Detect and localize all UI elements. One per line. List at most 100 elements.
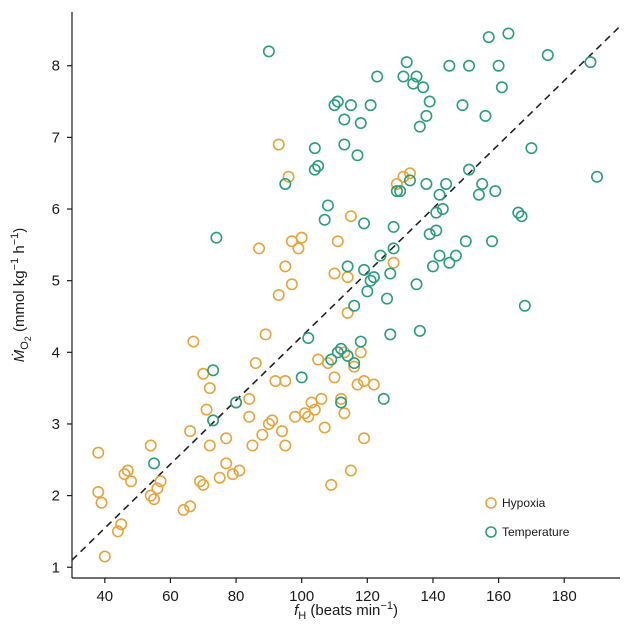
data-point-temperature	[459, 235, 472, 248]
data-point-hypoxia	[295, 231, 308, 244]
legend-marker-temperature	[485, 526, 497, 538]
data-point-hypoxia	[262, 417, 275, 430]
data-point-temperature	[341, 349, 354, 362]
x-axis-title: fH (beats min−1)	[294, 600, 398, 622]
data-point-hypoxia	[184, 500, 197, 513]
data-point-hypoxia	[187, 335, 200, 348]
data-point-temperature	[443, 59, 456, 72]
data-point-temperature	[358, 263, 371, 276]
y-axis-title: ṀO2 (mmol kg−1 h−1)	[9, 228, 33, 363]
data-point-hypoxia	[321, 357, 334, 370]
data-point-temperature	[351, 149, 364, 162]
legend-label-temperature: Temperature	[502, 525, 570, 539]
data-point-hypoxia	[197, 367, 210, 380]
data-point-hypoxia	[243, 392, 256, 405]
data-point-hypoxia	[338, 346, 351, 359]
data-point-temperature	[279, 177, 292, 190]
data-point-hypoxia	[118, 468, 131, 481]
data-point-hypoxia	[203, 382, 216, 395]
data-point-temperature	[354, 335, 367, 348]
data-point-hypoxia	[125, 475, 138, 488]
data-point-temperature	[413, 120, 426, 133]
data-point-hypoxia	[220, 432, 233, 445]
data-point-hypoxia	[354, 346, 367, 359]
data-point-hypoxia	[95, 496, 108, 509]
data-point-temperature	[335, 396, 348, 409]
data-point-hypoxia	[315, 392, 328, 405]
data-point-temperature	[479, 109, 492, 122]
data-point-temperature	[348, 357, 361, 370]
data-point-hypoxia	[121, 464, 134, 477]
y-tick-label: 8	[52, 58, 60, 75]
data-point-hypoxia	[184, 425, 197, 438]
data-point-temperature	[348, 299, 361, 312]
data-point-temperature	[371, 70, 384, 83]
data-point-hypoxia	[256, 428, 269, 441]
data-point-temperature	[518, 299, 531, 312]
data-point-hypoxia	[289, 410, 302, 423]
data-point-temperature	[403, 174, 416, 187]
data-point-temperature	[440, 177, 453, 190]
data-point-hypoxia	[279, 374, 292, 387]
data-point-hypoxia	[358, 432, 371, 445]
data-point-temperature	[456, 99, 469, 112]
data-point-hypoxia	[344, 464, 357, 477]
data-point-hypoxia	[177, 503, 190, 516]
data-point-temperature	[377, 392, 390, 405]
data-point-temperature	[394, 185, 407, 198]
data-point-temperature	[364, 99, 377, 112]
data-point-temperature	[230, 396, 243, 409]
y-ticks: 1 2 3 4 5 6 7 8	[52, 58, 72, 576]
data-point-hypoxia	[253, 242, 266, 255]
data-point-hypoxia	[246, 439, 259, 452]
data-point-hypoxia	[272, 288, 285, 301]
data-point-temperature	[387, 242, 400, 255]
data-point-hypoxia	[308, 403, 321, 416]
data-points	[92, 27, 604, 563]
data-point-hypoxia	[243, 410, 256, 423]
data-point-hypoxia	[233, 464, 246, 477]
data-point-hypoxia	[111, 525, 124, 538]
data-point-hypoxia	[151, 482, 164, 495]
data-point-hypoxia	[344, 210, 357, 223]
data-point-temperature	[430, 206, 443, 219]
data-point-temperature	[354, 117, 367, 130]
data-point-temperature	[331, 95, 344, 108]
data-point-temperature	[390, 185, 403, 198]
data-point-temperature	[400, 56, 413, 69]
data-point-hypoxia	[92, 486, 105, 499]
data-point-hypoxia	[348, 360, 361, 373]
data-point-hypoxia	[328, 267, 341, 280]
data-point-temperature	[338, 113, 351, 126]
data-point-hypoxia	[397, 170, 410, 183]
data-point-hypoxia	[98, 550, 111, 563]
data-point-temperature	[502, 27, 515, 40]
data-point-hypoxia	[203, 439, 216, 452]
data-point-temperature	[328, 99, 341, 112]
data-point-temperature	[512, 206, 525, 219]
data-point-temperature	[443, 256, 456, 269]
data-point-temperature	[302, 331, 315, 344]
y-tick-label: 2	[52, 488, 60, 505]
x-tick-label: 120	[355, 588, 380, 605]
data-point-hypoxia	[193, 475, 206, 488]
legend-label-hypoxia: Hypoxia	[502, 496, 546, 510]
data-point-hypoxia	[269, 374, 282, 387]
data-point-temperature	[397, 70, 410, 83]
data-point-temperature	[361, 285, 374, 298]
data-point-hypoxia	[279, 260, 292, 273]
data-point-hypoxia	[285, 278, 298, 291]
data-point-temperature	[207, 414, 220, 427]
y-tick-label: 6	[52, 201, 60, 218]
data-point-hypoxia	[403, 167, 416, 180]
data-point-temperature	[410, 278, 423, 291]
data-point-hypoxia	[312, 353, 325, 366]
data-point-temperature	[344, 99, 357, 112]
data-point-temperature	[472, 188, 485, 201]
data-point-temperature	[420, 177, 433, 190]
data-point-hypoxia	[328, 371, 341, 384]
data-point-hypoxia	[115, 518, 128, 531]
x-ticks: 40 60 80 100 120 140 160 180	[96, 578, 577, 605]
data-point-hypoxia	[279, 439, 292, 452]
data-point-temperature	[515, 210, 528, 223]
